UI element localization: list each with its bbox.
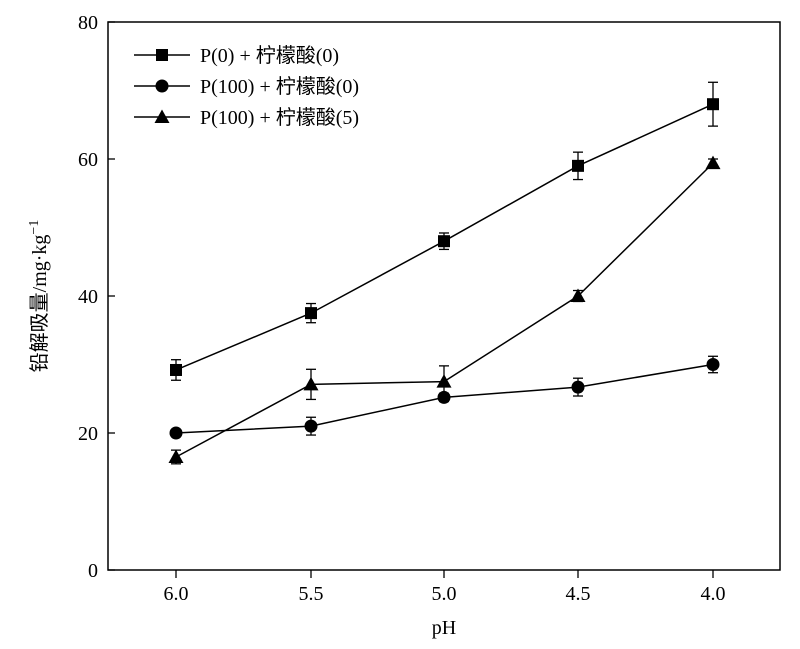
legend-marker [154,109,170,123]
series-line [175,162,714,458]
y-tick-label: 20 [78,423,98,445]
x-tick-label: 4.5 [566,583,591,605]
data-point [705,155,721,170]
data-point [170,363,182,376]
y-tick-label: 0 [88,560,98,582]
data-point [168,449,184,463]
y-tick-label: 60 [78,149,98,171]
x-tick-label: 6.0 [164,583,189,605]
legend-item: P(100) + 柠檬酸(5) [134,106,359,129]
data-point [305,307,317,320]
x-axis: 6.0 5.5 5.0 4.5 4.0 [164,570,726,605]
data-point [436,374,452,388]
x-tick-label: 4.0 [701,583,726,605]
y-tick-label: 40 [78,286,98,308]
legend-marker [156,49,168,61]
data-point [571,380,585,394]
x-tick-label: 5.0 [432,583,457,605]
data-point [438,235,450,248]
y-axis-title: 铅解吸量/mg·kg−1 [27,220,51,373]
x-tick-label: 5.5 [299,583,324,605]
plot-frame [107,21,781,571]
data-point [706,358,720,371]
legend-item: P(0) + 柠檬酸(0) [134,44,339,67]
data-point [169,426,183,440]
series-layer [168,81,721,465]
legend-item: P(100) + 柠檬酸(0) [134,75,359,98]
data-point [304,419,318,433]
y-tick-label: 80 [78,12,98,34]
data-point [707,98,719,111]
data-point [570,288,586,302]
legend-label: P(0) + 柠檬酸(0) [200,44,339,67]
legend-marker [155,79,169,93]
legend-label: P(100) + 柠檬酸(5) [200,106,359,129]
data-point [572,159,584,172]
y-axis: 0 20 40 60 80 [78,12,115,582]
legend-label: P(100) + 柠檬酸(0) [200,75,359,98]
y-axis-title-superscript: −1 [27,220,42,235]
x-axis-title: pH [432,617,456,639]
y-axis-title-main: 铅解吸量/mg·kg [28,235,51,373]
series-triangle [168,155,721,465]
data-point [303,376,319,391]
series-square [170,81,719,381]
legend: P(0) + 柠檬酸(0) P(100) + 柠檬酸(0) P(100) + 柠檬酸… [134,44,359,129]
